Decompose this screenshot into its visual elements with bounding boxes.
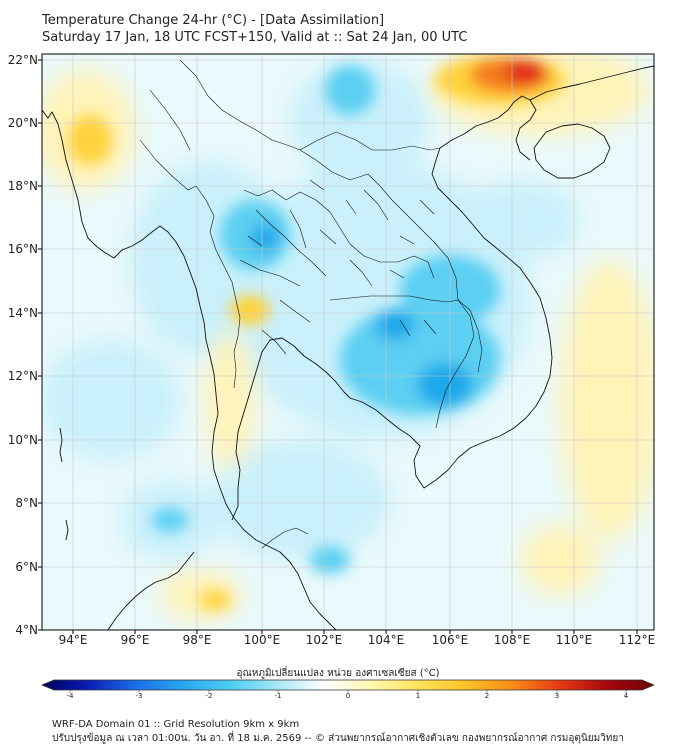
lat-label-12: 12°N [7,369,38,383]
lat-label-4: 4°N [15,623,38,637]
lon-label-100: 100°E [243,633,281,647]
coast-gulf-of-tonkin [439,95,537,161]
lat-label-22: 22°N [7,53,38,67]
colorbar-label-m4: -4 [66,692,74,700]
lon-label-96: 96°E [120,633,150,647]
footer-credit: ปรับปรุงข้อมูล ณ เวลา 01:00น. วัน อา. ที… [52,733,624,744]
lat-label-8: 8°N [15,496,38,510]
map-frame [41,53,655,631]
border-thailand-cambodia [329,295,483,373]
lon-label-110: 110°E [555,633,593,647]
cool-core-andaman [152,508,188,532]
colorbar-label-m2: -2 [205,692,213,700]
border-indochina-provinces [309,179,437,337]
cool-patch-andaman [42,340,180,460]
lon-label-108: 108°E [493,633,531,647]
lat-label-16: 16°N [7,242,38,256]
graticule [42,54,654,630]
colorbar-label-m1: -1 [274,692,282,700]
map-subtitle: Saturday 17 Jan, 18 UTC FCST+150, Valid … [42,30,468,45]
warm-patch-tenasserim [205,330,255,470]
coast-south-china [529,65,654,101]
very-hot-core-south-china [505,60,545,84]
border-myanmar-thailand [195,185,241,389]
coast-sumatra [107,551,195,630]
lon-label-112: 112°E [618,633,656,647]
cool-core-cambodia [340,305,500,415]
warm-core-sumatra [199,590,231,610]
lon-label-94: 94°E [58,633,88,647]
lat-label-10: 10°N [7,433,38,447]
border-cambodia-vietnam [435,299,475,429]
colorbar [41,679,655,691]
footer-resolution: WRF-DA Domain 01 :: Grid Resolution 9km … [52,719,300,730]
warm-core-bangladesh [68,115,112,165]
temperature-field [42,54,654,630]
border-thailand-provinces [239,209,405,355]
colorbar-label-p1: 1 [415,692,421,700]
lon-label-102: 102°E [305,633,343,647]
warm-patch-east-sea [560,260,654,540]
lon-label-98: 98°E [182,633,212,647]
coastlines [42,65,654,630]
colorbar-ticks [69,690,627,693]
border-myanmar-inner [139,89,197,191]
cold-core-north-thailand [251,224,279,252]
colorbar-label-0: 0 [345,692,351,700]
colorbar-title: อุณหภูมิเปลี่ยนแปลง หน่วย องศาเซลเซียส (… [236,668,440,679]
border-malaysia-thailand [261,527,309,549]
country-borders [139,59,483,549]
map-title: Temperature Change 24-hr (°C) - [Data As… [42,13,385,28]
colorbar-label-p4: 4 [623,692,629,700]
coast-bay-of-bengal [42,109,337,630]
cold-core-cambodia [417,363,473,407]
lat-label-6: 6°N [15,560,38,574]
cool-core-yunnan [325,65,375,115]
lat-label-14: 14°N [7,306,38,320]
border-laos-vietnam [299,149,459,301]
axis-ticks [38,59,638,634]
anomaly-cores [68,55,565,610]
lon-label-106: 106°E [431,633,469,647]
colorbar-label-p3: 3 [554,692,560,700]
cool-core-gulf-south [310,546,350,574]
border-thailand-laos [243,189,435,279]
colorbar-label-m3: -3 [135,692,143,700]
lat-label-20: 20°N [7,116,38,130]
colorbar-label-p2: 2 [484,692,490,700]
coast-andaman-islands [59,427,69,541]
cold-core-tonle [375,310,415,340]
lat-label-18: 18°N [7,179,38,193]
border-china-north [179,59,441,151]
cool-patch-sea [460,180,580,260]
warm-patch-south-sea [520,525,600,595]
coast-hainan [533,123,611,179]
cool-patch-gulf [210,440,390,560]
coast-gulf-of-thailand [231,147,553,521]
lon-label-104: 104°E [367,633,405,647]
